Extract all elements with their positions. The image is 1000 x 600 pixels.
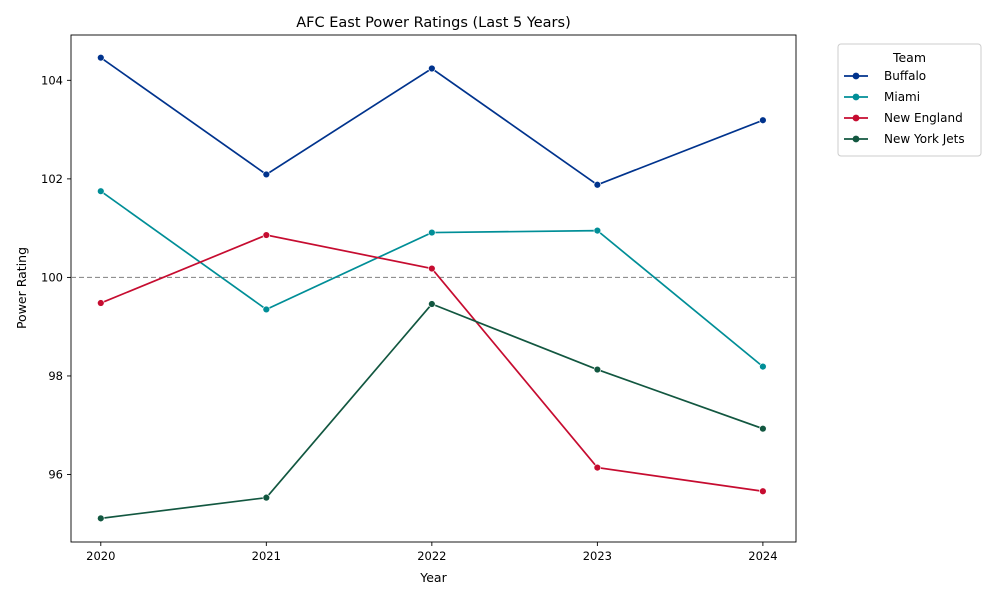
legend-swatch-marker — [852, 114, 860, 122]
x-tick-label: 2020 — [86, 549, 115, 563]
data-point-buffalo-2023 — [593, 181, 602, 189]
legend-label: New England — [884, 111, 963, 125]
data-point-new-york-jets-2021 — [262, 493, 271, 502]
data-point-buffalo-2022 — [428, 64, 436, 73]
series-new-england — [97, 231, 767, 495]
legend-items: Buffalo Miami New England New York Jets — [844, 69, 965, 146]
data-point-miami-2024 — [759, 362, 767, 371]
series-buffalo — [97, 53, 767, 189]
series-new-york-jets — [97, 300, 767, 523]
legend-swatch-marker — [852, 72, 860, 80]
legend-swatch-marker — [852, 135, 860, 143]
y-tick-label: 102 — [41, 172, 63, 186]
y-tick-label: 100 — [41, 270, 63, 284]
x-tick-label: 2021 — [252, 549, 281, 563]
legend-title: Team — [892, 50, 926, 65]
y-axis-label: Power Rating — [14, 247, 29, 329]
chart-title: AFC East Power Ratings (Last 5 Years) — [296, 15, 570, 31]
legend-item-buffalo: Buffalo — [844, 69, 926, 83]
data-point-new-york-jets-2023 — [593, 365, 602, 374]
data-point-buffalo-2024 — [759, 116, 767, 124]
data-point-miami-2020 — [97, 187, 105, 195]
x-tick-label: 2024 — [748, 549, 777, 563]
x-axis-label: Year — [419, 570, 447, 585]
legend-swatch-marker — [852, 93, 860, 101]
x-tick-label: 2022 — [417, 549, 446, 563]
legend-label: Miami — [884, 90, 920, 104]
series-miami — [97, 187, 767, 371]
plot-frame — [70, 34, 797, 543]
data-point-new-york-jets-2024 — [759, 424, 767, 433]
y-tick-label: 96 — [48, 467, 63, 481]
data-point-miami-2022 — [428, 228, 436, 237]
y-axis: 96 98 100 102 104 — [41, 73, 71, 481]
x-axis: 2020 2021 2022 2023 2024 — [86, 542, 778, 563]
x-tick-label: 2023 — [583, 549, 612, 563]
data-point-miami-2021 — [262, 305, 271, 314]
data-point-new-york-jets-2020 — [97, 514, 105, 523]
legend-label: Buffalo — [884, 69, 926, 83]
legend-label: New York Jets — [884, 132, 965, 146]
data-point-new-england-2020 — [97, 299, 105, 307]
data-point-buffalo-2020 — [97, 53, 105, 62]
data-point-new-england-2023 — [593, 463, 602, 472]
data-point-new-york-jets-2022 — [428, 300, 436, 308]
legend-item-new-york-jets: New York Jets — [844, 132, 965, 146]
data-point-new-england-2022 — [428, 264, 436, 273]
data-point-miami-2023 — [593, 226, 602, 235]
legend-item-new-england: New England — [844, 111, 963, 125]
y-tick-label: 104 — [41, 73, 63, 87]
data-point-buffalo-2021 — [262, 170, 271, 179]
y-tick-label: 98 — [48, 369, 63, 383]
plot-area — [70, 34, 797, 543]
data-point-new-england-2024 — [759, 487, 767, 495]
legend: Team Buffalo Miami New England New York Jet… — [837, 43, 982, 157]
data-point-new-england-2021 — [262, 231, 271, 239]
legend-item-miami: Miami — [844, 90, 920, 104]
legend-box — [837, 43, 982, 157]
series-layer — [97, 53, 767, 523]
